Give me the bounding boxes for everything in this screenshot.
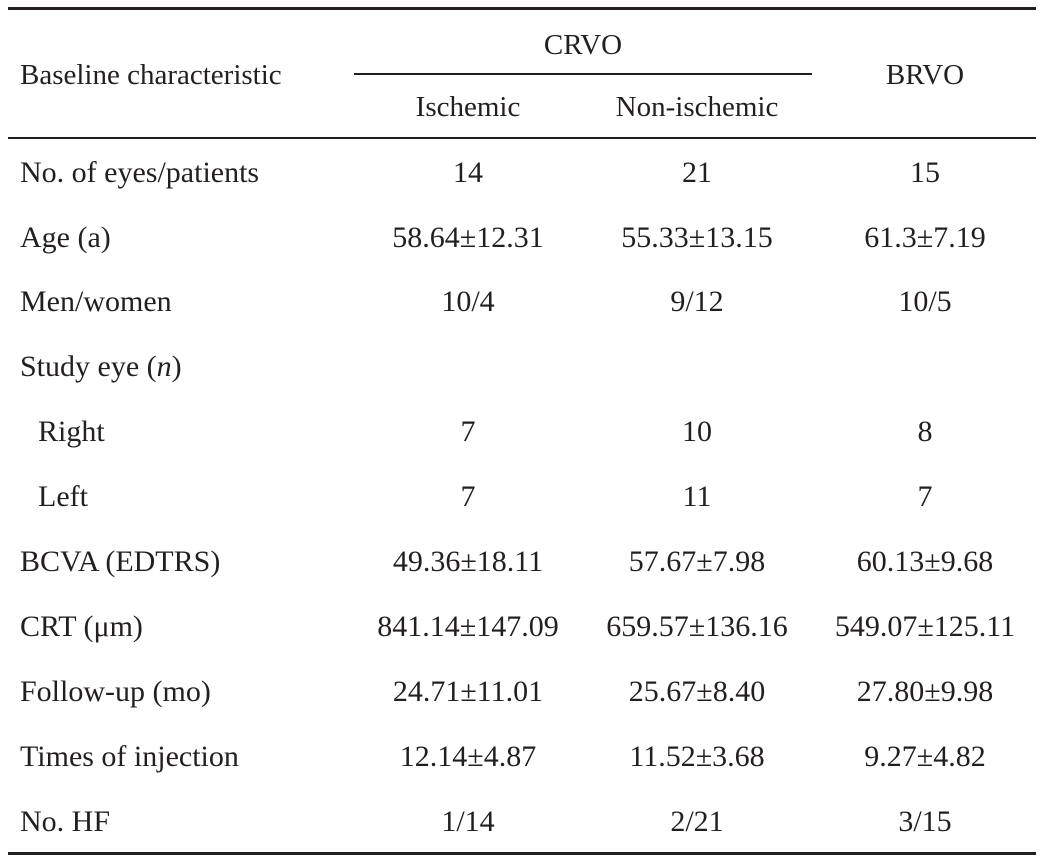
row-label: Follow-up (mo)	[20, 675, 211, 708]
row-label: No. HF	[20, 805, 111, 838]
header-baseline-characteristic: Baseline characteristic	[20, 59, 282, 91]
header-crvo: CRVO	[543, 29, 623, 61]
header-non-ischemic: Non-ischemic	[615, 91, 779, 123]
cell-brvo: 9.27±4.82	[864, 740, 986, 773]
cell-brvo: 8	[917, 415, 933, 448]
cell-brvo: 61.3±7.19	[864, 221, 986, 254]
cell-ischemic: 49.36±18.11	[392, 545, 544, 578]
cell-ischemic: 7	[460, 480, 476, 513]
crvo-group-rule	[354, 73, 812, 75]
cell-non-ischemic: 9/12	[670, 285, 724, 318]
cell-ischemic: 12.14±4.87	[399, 740, 537, 773]
cell-brvo: 60.13±9.68	[856, 545, 994, 578]
row-label: Times of injection	[20, 740, 239, 773]
cell-non-ischemic: 25.67±8.40	[628, 675, 766, 708]
cell-ischemic: 7	[460, 415, 476, 448]
cell-non-ischemic: 55.33±13.15	[621, 221, 773, 254]
cell-non-ischemic: 2/21	[670, 805, 724, 838]
cell-ischemic: 24.71±11.01	[392, 675, 544, 708]
row-label: Right	[38, 415, 105, 448]
cell-non-ischemic: 11.52±3.68	[629, 740, 765, 773]
table-top-rule	[8, 7, 1036, 10]
header-brvo: BRVO	[885, 59, 965, 91]
cell-non-ischemic: 21	[682, 156, 712, 189]
cell-ischemic: 10/4	[441, 285, 495, 318]
cell-ischemic: 14	[453, 156, 483, 189]
row-label: BCVA (EDTRS)	[20, 545, 221, 578]
cell-ischemic: 58.64±12.31	[392, 221, 544, 254]
cell-brvo: 7	[917, 480, 933, 513]
table-bottom-rule	[8, 852, 1036, 855]
header-ischemic: Ischemic	[415, 91, 521, 123]
row-label: Left	[38, 480, 88, 513]
cell-brvo: 10/5	[898, 285, 952, 318]
cell-brvo: 3/15	[898, 805, 952, 838]
row-label: No. of eyes/patients	[20, 156, 260, 189]
cell-brvo: 15	[910, 156, 940, 189]
header-rule	[8, 137, 1036, 139]
cell-non-ischemic: 659.57±136.16	[606, 610, 788, 643]
cell-non-ischemic: 11	[682, 480, 712, 513]
cell-brvo: 549.07±125.11	[834, 610, 1016, 643]
cell-ischemic: 841.14±147.09	[377, 610, 559, 643]
cell-brvo: 27.80±9.98	[856, 675, 994, 708]
cell-non-ischemic: 10	[682, 415, 712, 448]
row-label: CRT (μm)	[20, 610, 143, 643]
cell-ischemic: 1/14	[441, 805, 495, 838]
row-label: Men/women	[20, 285, 172, 318]
cell-non-ischemic: 57.67±7.98	[628, 545, 766, 578]
row-label: Age (a)	[20, 221, 111, 254]
row-label-study-eye: Study eye (n)	[20, 350, 182, 383]
